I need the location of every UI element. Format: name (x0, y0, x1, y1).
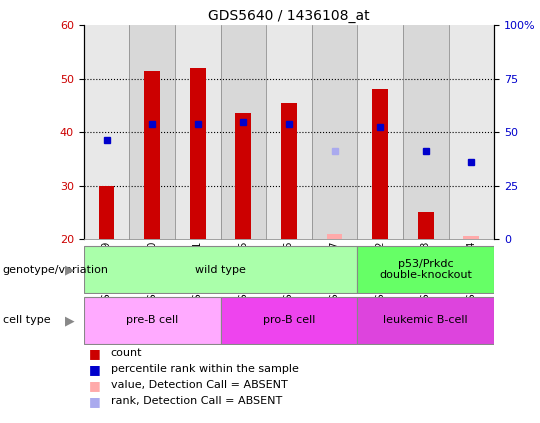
Text: ▶: ▶ (65, 314, 75, 327)
Bar (266, 239, 312, 240)
Bar (84, 239, 129, 240)
Bar (312, 25, 357, 239)
Bar (129, 25, 175, 239)
Text: pre-B cell: pre-B cell (126, 316, 178, 325)
Bar (357, 25, 403, 239)
Bar (418, 212, 434, 239)
Text: value, Detection Call = ABSENT: value, Detection Call = ABSENT (111, 380, 287, 390)
Text: p53/Prkdc
double-knockout: p53/Prkdc double-knockout (379, 259, 472, 280)
Bar (327, 233, 342, 239)
Bar (266, 25, 312, 239)
Bar (84, 25, 129, 239)
Bar (463, 236, 480, 239)
Text: pro-B cell: pro-B cell (263, 316, 315, 325)
Bar (357, 239, 403, 240)
Text: leukemic B-cell: leukemic B-cell (383, 316, 468, 325)
Bar (357, 246, 494, 293)
Bar (372, 90, 388, 239)
Text: ▶: ▶ (65, 263, 75, 276)
Bar (98, 186, 114, 239)
Bar (220, 25, 266, 239)
Bar (144, 71, 160, 239)
Text: ■: ■ (89, 347, 101, 360)
Bar (190, 68, 206, 239)
Bar (175, 25, 220, 239)
Bar (235, 113, 251, 239)
Bar (449, 25, 494, 239)
Bar (175, 239, 220, 240)
Text: count: count (111, 348, 142, 358)
Text: ■: ■ (89, 395, 101, 408)
Bar (220, 297, 357, 344)
Text: percentile rank within the sample: percentile rank within the sample (111, 364, 299, 374)
Text: genotype/variation: genotype/variation (3, 265, 109, 275)
Bar (403, 239, 449, 240)
Bar (449, 239, 494, 240)
Text: wild type: wild type (195, 265, 246, 275)
Bar (281, 103, 297, 239)
Text: ■: ■ (89, 363, 101, 376)
Text: cell type: cell type (3, 316, 50, 325)
Bar (403, 25, 449, 239)
Text: ■: ■ (89, 379, 101, 392)
Title: GDS5640 / 1436108_at: GDS5640 / 1436108_at (208, 9, 370, 23)
Bar (357, 297, 494, 344)
Bar (129, 239, 175, 240)
Bar (84, 246, 357, 293)
Bar (84, 297, 220, 344)
Bar (312, 239, 357, 240)
Bar (220, 239, 266, 240)
Text: rank, Detection Call = ABSENT: rank, Detection Call = ABSENT (111, 396, 282, 407)
